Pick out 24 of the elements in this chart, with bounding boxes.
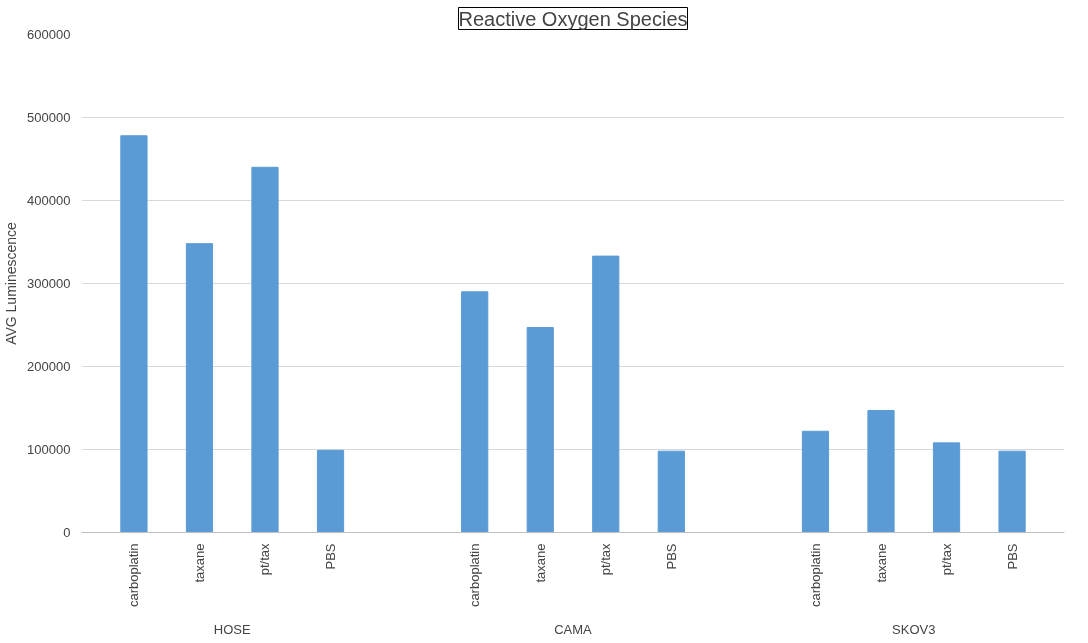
chart-title: Reactive Oxygen Species [458, 7, 688, 30]
text: HOSE [213, 621, 251, 637]
y-tick-label: 600000 [27, 27, 71, 42]
x-tick-label: pt/tax [939, 543, 955, 576]
x-tick-label: PBS [323, 543, 339, 570]
x-tick-label: carboplatin [807, 543, 823, 608]
y-tick-label: 200000 [27, 359, 71, 374]
x-tick-label: taxane [532, 543, 548, 583]
x-tick-label: PBS [663, 543, 679, 570]
x-tick-label: carboplatin [126, 543, 142, 608]
y-tick-label: 0 [63, 525, 71, 540]
text: SKOV3 [892, 621, 936, 637]
y-tick-label: 300000 [27, 276, 71, 291]
x-tick-label: carboplatin [467, 543, 483, 608]
x-tick-label: taxane [191, 543, 207, 583]
x-tick-label: pt/tax [257, 543, 273, 576]
x-tick-label: pt/tax [598, 543, 614, 576]
y-tick-label: 400000 [27, 193, 71, 208]
x-tick-label: taxane [873, 543, 889, 583]
y-tick-label: 500000 [27, 110, 71, 125]
text: CAMA [554, 621, 593, 637]
x-tick-label: PBS [1004, 543, 1020, 570]
y-axis-title: AVG Luminescence [3, 221, 20, 345]
y-tick-label: 100000 [27, 442, 71, 457]
